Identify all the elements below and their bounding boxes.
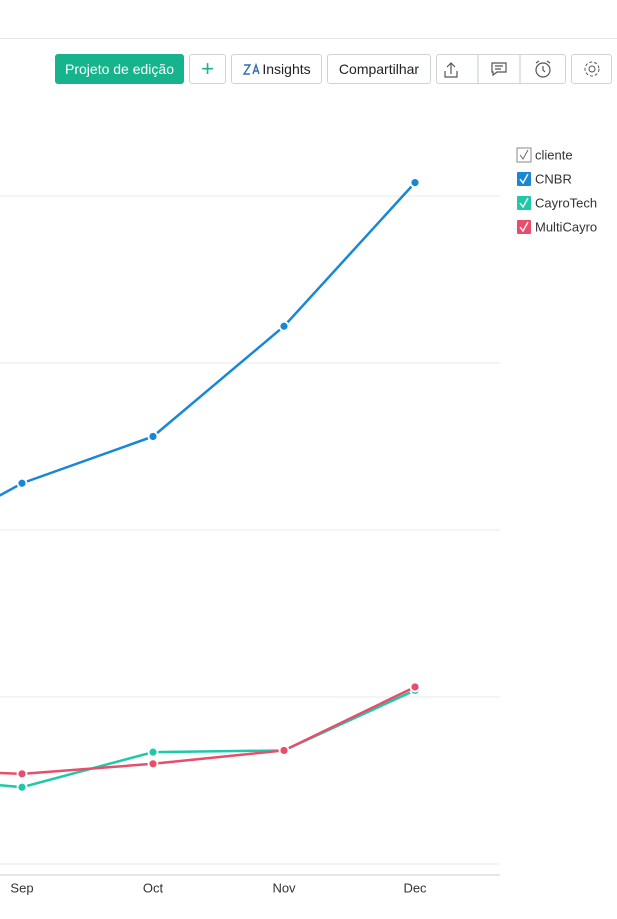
series-line bbox=[0, 689, 416, 789]
gear-icon bbox=[584, 61, 599, 77]
insights-button[interactable]: Insights bbox=[231, 54, 322, 84]
legend-check bbox=[519, 149, 529, 160]
legend-swatch bbox=[517, 220, 531, 234]
settings-button[interactable] bbox=[571, 54, 612, 84]
x-tick-label: Nov bbox=[272, 880, 296, 895]
legend-swatch bbox=[517, 172, 531, 186]
share-button[interactable]: Compartilhar bbox=[327, 54, 431, 84]
legend-checkbox bbox=[516, 147, 532, 163]
legend-check bbox=[519, 173, 529, 185]
comment-icon[interactable] bbox=[491, 62, 507, 77]
edit-button[interactable]: Projeto de edição bbox=[55, 54, 184, 84]
divider bbox=[0, 38, 617, 39]
zia-icon bbox=[243, 62, 261, 75]
data-point bbox=[16, 768, 28, 780]
legend-label: CayroTech bbox=[535, 195, 597, 210]
legend-check bbox=[519, 221, 529, 233]
legend-label: MultiCayro bbox=[535, 219, 597, 234]
x-tick-label: Oct bbox=[143, 880, 164, 895]
insights-label: Insights bbox=[262, 61, 311, 77]
data-point bbox=[278, 320, 290, 332]
legend-swatch bbox=[517, 196, 531, 210]
alarm-icon[interactable] bbox=[535, 62, 551, 78]
export-icon[interactable] bbox=[444, 62, 458, 78]
data-point bbox=[278, 745, 290, 756]
add-button[interactable]: + bbox=[189, 54, 226, 84]
data-point bbox=[409, 681, 421, 693]
icon-group bbox=[436, 54, 566, 84]
data-point bbox=[147, 758, 159, 770]
x-tick-label: Dec bbox=[403, 880, 427, 895]
data-point bbox=[16, 781, 28, 793]
data-point bbox=[147, 431, 159, 442]
legend-check bbox=[519, 197, 529, 209]
series-line bbox=[0, 685, 416, 776]
legend-label: CNBR bbox=[535, 171, 572, 186]
series-line bbox=[0, 181, 416, 497]
x-tick-label: Sep bbox=[10, 880, 33, 895]
icons bbox=[444, 55, 551, 83]
data-point bbox=[409, 177, 421, 189]
legend-title: cliente bbox=[535, 147, 573, 162]
data-point bbox=[16, 477, 28, 489]
data-point bbox=[147, 746, 159, 758]
